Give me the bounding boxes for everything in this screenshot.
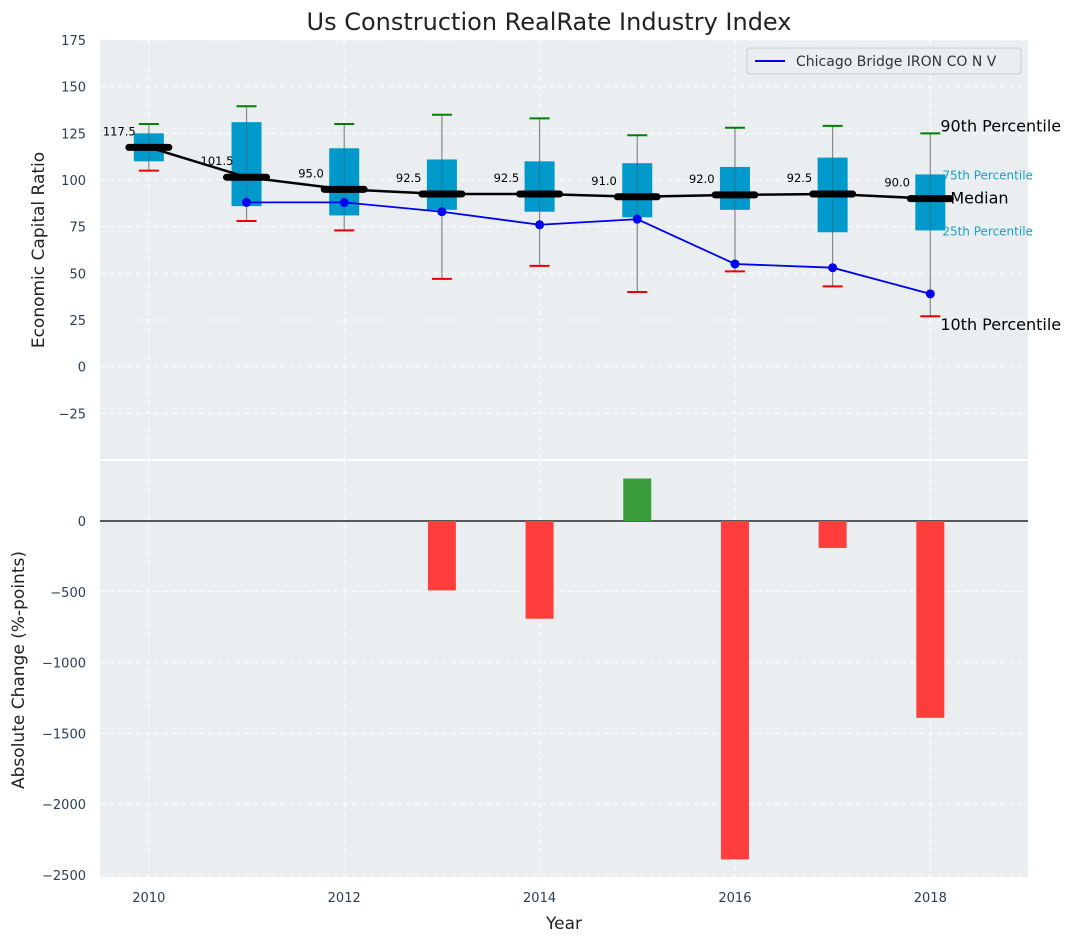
top-y-tick-label: 75 xyxy=(69,221,86,236)
chart-figure: Us Construction RealRate Industry Index … xyxy=(0,0,1077,942)
percentile-annotation: 75th Percentile xyxy=(942,168,1033,182)
median-value-label: 92.5 xyxy=(396,171,422,185)
company-point xyxy=(730,259,739,268)
bottom-y-tick-label: −2500 xyxy=(42,869,86,884)
median-value-label: 117.5 xyxy=(103,124,136,138)
company-point xyxy=(437,207,446,216)
median-value-label: 92.0 xyxy=(689,172,715,186)
legend-label: Chicago Bridge IRON CO N V xyxy=(796,54,997,70)
bottom-plot-area xyxy=(100,461,1028,877)
x-axis-label: Year xyxy=(545,914,582,934)
percentile-annotation: Median xyxy=(950,189,1008,208)
change-bar xyxy=(916,521,944,718)
change-bar xyxy=(721,521,749,859)
x-tick-label: 2012 xyxy=(328,891,361,906)
top-y-tick-label: 150 xyxy=(61,81,86,96)
median-value-label: 91.0 xyxy=(591,174,617,188)
top-y-ticks: −25 0 25 50 75 100 125 150 175 xyxy=(59,34,86,422)
top-y-tick-label: 25 xyxy=(69,314,86,329)
bottom-y-tick-label: 0 xyxy=(78,515,86,530)
x-tick-label: 2014 xyxy=(523,891,556,906)
median-value-label: 95.0 xyxy=(298,166,324,180)
x-tick-label: 2016 xyxy=(718,891,751,906)
top-y-tick-label: 0 xyxy=(78,361,86,376)
bottom-y-tick-label: −1000 xyxy=(42,657,86,672)
x-ticks: 2010 2012 2014 2016 2018 xyxy=(132,891,947,906)
top-y-tick-label: 100 xyxy=(61,174,86,189)
change-bar xyxy=(819,521,847,548)
company-point xyxy=(340,198,349,207)
change-bar xyxy=(428,521,456,590)
chart-title: Us Construction RealRate Industry Index xyxy=(307,8,792,36)
company-point xyxy=(535,220,544,229)
change-bar xyxy=(623,479,651,521)
bottom-y-tick-label: −2000 xyxy=(42,798,86,813)
bottom-y-tick-label: −500 xyxy=(50,586,86,601)
percentile-annotation: 25th Percentile xyxy=(942,224,1033,238)
median-value-label: 90.0 xyxy=(884,176,910,190)
median-value-label: 92.5 xyxy=(494,171,520,185)
top-plot-area xyxy=(100,40,1028,459)
bottom-y-axis-label: Absolute Change (%-points) xyxy=(9,551,29,789)
company-point xyxy=(828,263,837,272)
x-tick-label: 2018 xyxy=(914,891,947,906)
median-value-label: 101.5 xyxy=(201,154,234,168)
bottom-y-ticks: 0 −500 −1000 −1500 −2000 −2500 xyxy=(42,515,86,884)
company-point xyxy=(633,215,642,224)
change-bar xyxy=(526,521,554,619)
legend: Chicago Bridge IRON CO N V xyxy=(747,48,1021,74)
company-point xyxy=(926,289,935,298)
top-y-tick-label: 175 xyxy=(61,34,86,49)
company-point xyxy=(242,198,251,207)
x-tick-label: 2010 xyxy=(132,891,165,906)
top-y-tick-label: −25 xyxy=(59,407,86,422)
bottom-y-tick-label: −1500 xyxy=(42,727,86,742)
median-value-label: 92.5 xyxy=(787,171,813,185)
top-y-axis-label: Economic Capital Ratio xyxy=(29,152,49,348)
top-y-tick-label: 50 xyxy=(69,267,86,282)
percentile-annotation: 10th Percentile xyxy=(940,315,1061,334)
percentile-annotation: 90th Percentile xyxy=(940,116,1061,135)
top-y-tick-label: 125 xyxy=(61,127,86,142)
